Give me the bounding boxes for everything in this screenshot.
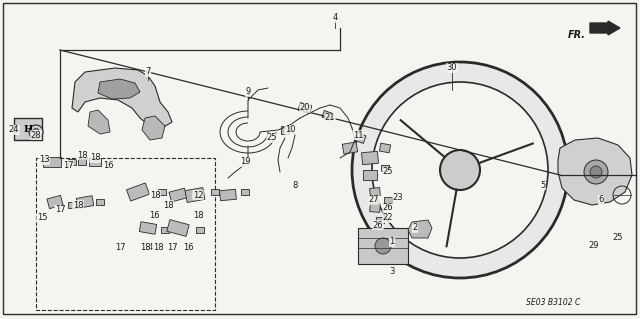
Bar — [370, 188, 380, 197]
Text: 13: 13 — [38, 155, 49, 165]
Circle shape — [33, 129, 40, 136]
Text: 4: 4 — [332, 13, 338, 23]
Bar — [127, 183, 150, 201]
Text: 16: 16 — [102, 160, 113, 169]
Text: 1: 1 — [389, 238, 395, 247]
Text: 2: 2 — [412, 224, 418, 233]
Text: 18: 18 — [73, 201, 83, 210]
Text: 25: 25 — [267, 133, 277, 143]
Text: 25: 25 — [383, 167, 393, 176]
Text: 18: 18 — [153, 243, 163, 253]
Text: 18: 18 — [163, 201, 173, 210]
Circle shape — [590, 166, 602, 178]
Bar — [89, 158, 101, 166]
Bar — [78, 159, 86, 165]
Text: 26: 26 — [383, 204, 394, 212]
FancyArrow shape — [590, 21, 620, 35]
Text: 6: 6 — [598, 196, 604, 204]
Bar — [36, 158, 215, 310]
Bar — [370, 204, 380, 212]
Bar — [381, 165, 389, 171]
Text: 17: 17 — [115, 243, 125, 253]
Bar — [298, 103, 312, 114]
Polygon shape — [408, 220, 432, 238]
Text: 16: 16 — [182, 243, 193, 253]
Text: 27: 27 — [369, 196, 380, 204]
Bar — [322, 110, 333, 121]
Polygon shape — [88, 110, 110, 134]
Bar — [220, 189, 236, 201]
Text: 29: 29 — [589, 241, 599, 249]
Text: 15: 15 — [36, 213, 47, 222]
Text: 18: 18 — [90, 153, 100, 162]
Bar — [380, 143, 390, 153]
Circle shape — [375, 238, 391, 254]
Text: 17: 17 — [54, 205, 65, 214]
Text: 9: 9 — [245, 87, 251, 97]
Circle shape — [352, 62, 568, 278]
Circle shape — [372, 82, 548, 258]
Bar — [169, 188, 187, 202]
Bar — [96, 199, 104, 205]
Text: 5: 5 — [540, 181, 546, 189]
Text: 25: 25 — [612, 234, 623, 242]
Bar — [185, 188, 205, 203]
Bar — [68, 159, 76, 165]
Text: 16: 16 — [148, 211, 159, 219]
Bar — [281, 126, 289, 134]
Text: 21: 21 — [324, 114, 335, 122]
Bar — [14, 118, 42, 140]
Text: 23: 23 — [393, 194, 403, 203]
Bar — [140, 222, 157, 234]
Text: 10: 10 — [285, 125, 295, 135]
Text: 30: 30 — [447, 63, 458, 72]
Bar — [47, 195, 63, 209]
Text: 18: 18 — [150, 190, 160, 199]
Text: 26: 26 — [372, 220, 383, 229]
Text: 17: 17 — [63, 160, 74, 169]
Text: 7: 7 — [145, 68, 150, 77]
Bar — [342, 142, 358, 154]
Text: 12: 12 — [193, 190, 204, 199]
Text: FR.: FR. — [568, 30, 586, 40]
Circle shape — [584, 160, 608, 184]
Circle shape — [440, 150, 480, 190]
Bar — [161, 227, 169, 233]
Text: 20: 20 — [300, 103, 310, 113]
Bar — [196, 227, 204, 233]
Bar — [68, 202, 76, 208]
Bar — [354, 132, 366, 144]
Text: 14: 14 — [143, 243, 153, 253]
Text: 18: 18 — [193, 211, 204, 219]
Text: SE03 B3102 C: SE03 B3102 C — [525, 298, 580, 307]
Polygon shape — [72, 68, 172, 128]
Text: 28: 28 — [31, 130, 42, 139]
Text: 18: 18 — [77, 151, 87, 160]
Text: 17: 17 — [166, 243, 177, 253]
Text: 19: 19 — [240, 158, 250, 167]
Text: 11: 11 — [353, 130, 364, 139]
Bar — [158, 189, 166, 195]
Polygon shape — [98, 79, 140, 99]
Text: 22: 22 — [383, 213, 393, 222]
Circle shape — [29, 125, 43, 139]
Bar — [358, 228, 408, 264]
Bar — [376, 217, 384, 223]
Polygon shape — [558, 138, 632, 205]
Bar — [362, 151, 378, 165]
Text: 8: 8 — [292, 181, 298, 189]
Bar — [167, 219, 189, 236]
Text: 24: 24 — [9, 125, 19, 135]
Bar — [194, 192, 202, 198]
Bar — [211, 189, 219, 195]
Bar — [43, 157, 61, 167]
Bar — [384, 197, 392, 203]
Bar — [363, 170, 377, 180]
Bar — [241, 189, 249, 195]
Text: H: H — [24, 124, 33, 133]
Bar — [76, 196, 93, 208]
Polygon shape — [142, 116, 165, 140]
Text: 18: 18 — [140, 243, 150, 253]
Text: 3: 3 — [389, 268, 395, 277]
